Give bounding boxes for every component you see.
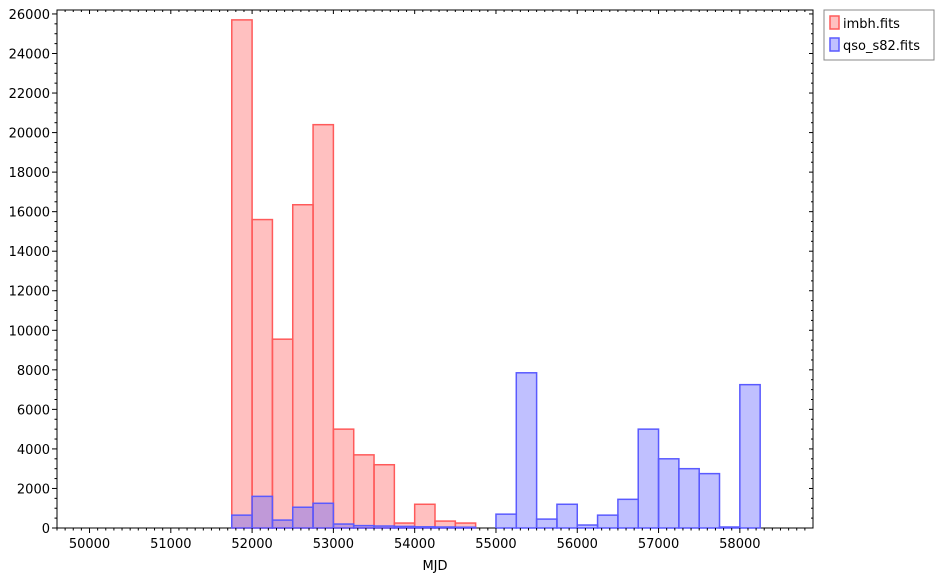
bar — [535, 518, 558, 529]
y-tick-label: 0 — [42, 522, 50, 537]
series-1 — [231, 372, 761, 529]
x-tick-label: 57000 — [638, 537, 679, 552]
bar — [291, 203, 314, 529]
legend-label: qso_s82.fits — [843, 39, 920, 54]
y-tick-label: 8000 — [17, 364, 50, 379]
bar — [739, 383, 761, 529]
bar — [231, 19, 253, 529]
bar — [373, 525, 396, 529]
legend: imbh.fits qso_s82.fits — [823, 9, 935, 61]
bar — [332, 523, 355, 529]
bar — [352, 454, 375, 529]
bar — [332, 428, 355, 529]
bar — [291, 506, 314, 529]
x-tick-label: 52000 — [231, 537, 272, 552]
bars-layer — [231, 19, 761, 529]
x-tick-label: 56000 — [557, 537, 598, 552]
legend-label: imbh.fits — [843, 17, 900, 32]
y-tick-label: 16000 — [9, 206, 50, 221]
bar — [271, 338, 294, 529]
bar — [698, 472, 721, 529]
bar — [312, 123, 335, 529]
bar — [393, 525, 416, 529]
plot-area — [56, 9, 814, 529]
y-tick-label: 14000 — [9, 245, 50, 260]
bar — [637, 428, 660, 529]
bar — [576, 524, 599, 529]
legend-box — [823, 9, 935, 61]
y-tick-label: 24000 — [9, 47, 50, 62]
bar — [617, 498, 639, 529]
bar — [495, 513, 518, 529]
bar — [718, 526, 741, 529]
legend-swatch — [829, 15, 840, 30]
bar — [352, 524, 375, 529]
x-tick-label: 51000 — [150, 537, 191, 552]
bar — [515, 372, 538, 529]
y-tick-label: 18000 — [9, 166, 50, 181]
bar — [413, 503, 436, 529]
y-tick-label: 10000 — [9, 324, 50, 339]
y-tick-label: 2000 — [17, 482, 50, 497]
bar — [251, 218, 274, 529]
bar — [251, 495, 274, 529]
bar — [556, 503, 579, 529]
x-tick-label: 55000 — [475, 537, 516, 552]
bar — [434, 526, 457, 529]
bar — [413, 526, 436, 529]
axes-layer: 50000 51000 52000 53000 54000 55000 56000 57000… — [9, 8, 813, 552]
x-tick-label: 50000 — [69, 537, 110, 552]
bar — [596, 514, 619, 529]
bar — [312, 502, 335, 529]
y-tick-label: 6000 — [17, 403, 50, 418]
y-tick-label: 4000 — [17, 443, 50, 458]
bar — [271, 519, 294, 529]
y-tick-label: 26000 — [9, 8, 50, 23]
x-tick-label: 53000 — [313, 537, 354, 552]
bar — [231, 514, 253, 529]
series-0 — [231, 19, 477, 529]
x-tick-label: 58000 — [719, 537, 760, 552]
y-tick-label: 12000 — [9, 285, 50, 300]
y-tick-label: 20000 — [9, 127, 50, 142]
legend-swatch — [829, 37, 840, 52]
bar — [454, 526, 477, 529]
x-tick-label: 54000 — [394, 537, 435, 552]
y-tick-label: 22000 — [9, 87, 50, 102]
bar — [373, 463, 396, 529]
x-axis-label: MJD — [422, 559, 447, 574]
bar — [657, 458, 680, 529]
bar — [678, 467, 700, 529]
